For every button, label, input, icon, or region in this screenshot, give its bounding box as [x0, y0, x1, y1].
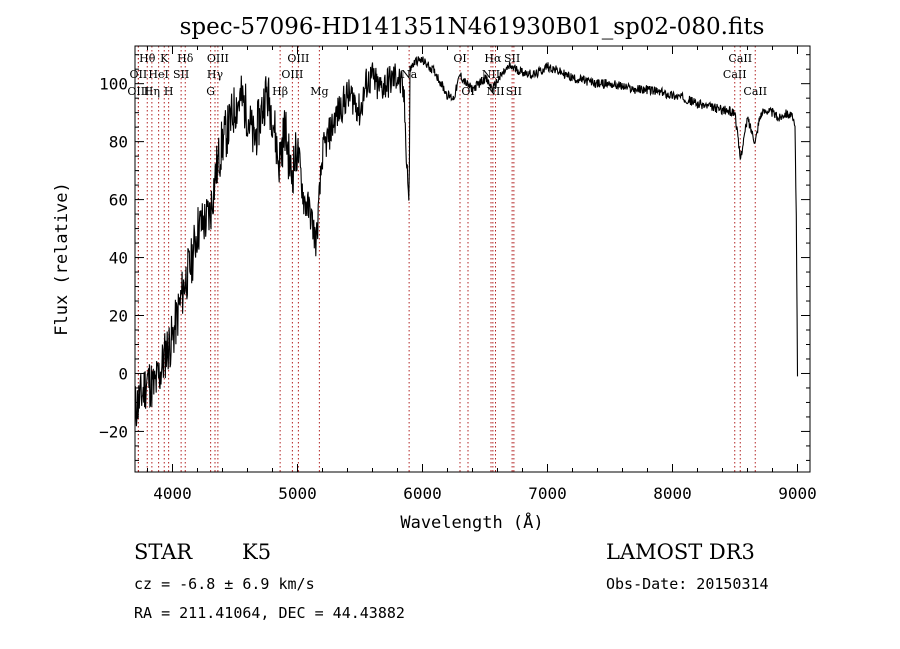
x-tick-label: 5000 — [278, 484, 317, 503]
y-tick-label: 20 — [109, 307, 128, 326]
y-tick-label: −20 — [99, 422, 128, 441]
line-label-19: Hα — [484, 52, 502, 65]
x-tick-label: 7000 — [528, 484, 567, 503]
line-label-3: Hη — [144, 85, 160, 98]
line-label-25: CaII — [723, 68, 747, 81]
line-label-5: HeI — [148, 68, 168, 81]
line-label-12: Hβ — [272, 85, 288, 98]
obs-date: Obs-Date: 20150314 — [606, 575, 769, 593]
line-label-8: Hδ — [177, 52, 194, 65]
line-label-16: Na — [401, 68, 418, 81]
y-tick-label: 80 — [109, 133, 128, 152]
x-tick-label: 9000 — [778, 484, 817, 503]
line-label-0: Hθ — [139, 52, 156, 65]
y-tick-label: 0 — [118, 364, 128, 383]
line-label-23: SII — [506, 85, 522, 98]
line-label-9: OIII — [207, 52, 229, 65]
line-label-13: OIII — [287, 52, 309, 65]
line-label-24: CaII — [728, 52, 752, 65]
x-axis: 4000 5000 6000 7000 8000 9000 — [147, 46, 817, 503]
subclass: K5 — [242, 540, 272, 564]
line-label-22: SII — [504, 52, 520, 65]
y-tick-label: 60 — [109, 191, 128, 210]
line-label-6: H — [164, 85, 174, 98]
x-tick-label: 6000 — [403, 484, 442, 503]
line-label-11: G — [206, 85, 215, 98]
line-label-15: Mg — [310, 85, 328, 98]
line-label-1: OII — [130, 68, 148, 81]
survey-name: LAMOST DR3 — [606, 540, 755, 564]
spectral-line-markers — [137, 46, 756, 472]
line-label-26: CaII — [743, 85, 767, 98]
spectrum-line — [134, 56, 799, 427]
object-class: STAR — [134, 540, 193, 564]
line-label-14: OIII — [281, 68, 303, 81]
y-tick-label: 100 — [99, 75, 128, 94]
y-axis: −20 0 20 40 60 80 100 — [99, 54, 810, 461]
line-label-7: SII — [173, 68, 189, 81]
x-tick-label: 4000 — [153, 484, 192, 503]
line-label-4: K — [160, 52, 169, 65]
coordinates: RA = 211.41064, DEC = 44.43882 — [134, 604, 405, 622]
chart-title: spec-57096-HD141351N461930B01_sp02-080.f… — [180, 14, 765, 40]
x-axis-label: Wavelength (Å) — [400, 511, 543, 533]
velocity-readout: cz = -6.8 ± 6.9 km/s — [134, 575, 315, 593]
line-label-2: OIII — [127, 85, 149, 98]
line-label-17: OI — [453, 52, 466, 65]
y-tick-label: 40 — [109, 249, 128, 268]
line-label-10: Hγ — [207, 68, 224, 81]
x-tick-label: 8000 — [653, 484, 692, 503]
y-axis-label: Flux (relative) — [52, 182, 72, 336]
